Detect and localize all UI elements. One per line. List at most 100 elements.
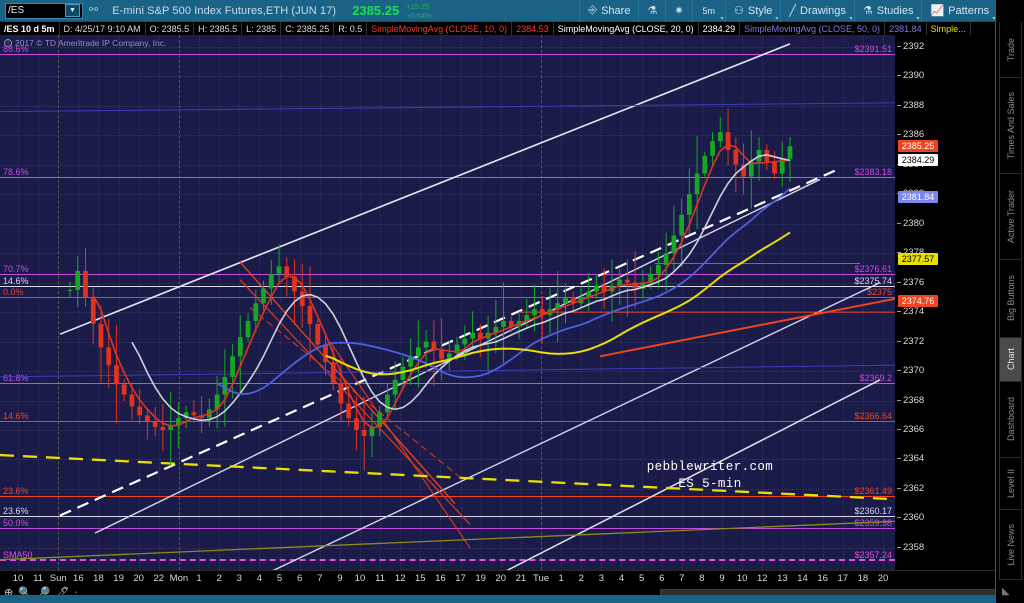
- price-axis[interactable]: 2392239023882386238423822380237823762374…: [895, 35, 995, 570]
- symbol-input[interactable]: /ES ▼: [5, 2, 83, 19]
- sma20-badge[interactable]: 2384.29: [898, 154, 938, 167]
- candle-body: [183, 412, 189, 419]
- red-descending-trendline-1[interactable]: [239, 261, 456, 505]
- sidebar-tab-active-trader[interactable]: Active Trader: [999, 174, 1022, 260]
- chevron-down-icon: [992, 16, 996, 20]
- red-rising-trendline[interactable]: [599, 297, 895, 358]
- candle-body: [656, 264, 661, 274]
- price-tick-label: 2378: [897, 247, 924, 258]
- gridline-vertical: [98, 35, 100, 570]
- candle-body: [717, 132, 723, 142]
- eraser-icon[interactable]: 🖊: [55, 587, 70, 599]
- time-tick-label: 4: [256, 573, 263, 584]
- price-tick-mark: [897, 517, 901, 519]
- sidebar-tab-times-and-sales[interactable]: Times And Sales: [999, 78, 1022, 174]
- candle-body: [90, 297, 96, 324]
- resize-grip-icon[interactable]: ◣: [1002, 586, 1010, 597]
- level-line-stroke: [0, 420, 895, 422]
- price-tick-mark: [897, 487, 901, 489]
- zoom-reset-icon[interactable]: ⊕: [4, 587, 14, 599]
- candle-body: [315, 323, 321, 345]
- timeframe-button[interactable]: 5m: [691, 0, 726, 22]
- faint-blue-line[interactable]: [0, 102, 895, 113]
- style-button[interactable]: ⚇ Style: [725, 0, 780, 22]
- yellow-dashed-trendline[interactable]: [0, 453, 895, 501]
- gridline-vertical: [118, 35, 120, 570]
- price-chart[interactable]: i 2017 © TD Ameritrade IP Company, Inc. …: [0, 35, 895, 570]
- candle-body: [462, 338, 468, 345]
- candle-body: [214, 394, 220, 410]
- candle-body: [625, 279, 630, 283]
- candle-body: [230, 356, 235, 377]
- candle-body: [152, 421, 158, 428]
- gridline-horizontal: [0, 312, 895, 314]
- gridline-vertical: [722, 35, 724, 570]
- sma50-badge[interactable]: 2381.84: [898, 190, 938, 203]
- sidebar-tab-trade[interactable]: Trade: [999, 22, 1022, 78]
- share-button[interactable]: ⎆ Share: [579, 0, 638, 22]
- gridline-vertical: [359, 35, 361, 570]
- sidebar-tab-dashboard[interactable]: Dashboard: [999, 382, 1022, 458]
- gridline-vertical: [18, 35, 19, 570]
- price-tick-label: 2376: [897, 277, 924, 288]
- sidebar-tab-live-news[interactable]: Live News: [999, 510, 1022, 580]
- zoom-in-icon[interactable]: 🔍: [18, 587, 32, 599]
- gridline-vertical: [319, 35, 321, 570]
- channel-upper-line[interactable]: [59, 43, 791, 335]
- gridline-horizontal: [0, 46, 895, 48]
- patterns-button[interactable]: 📈 Patterns: [921, 0, 997, 22]
- candle-body: [237, 337, 243, 357]
- sidebar-tab-big-buttons[interactable]: Big Buttons: [999, 260, 1022, 338]
- price-level-label: $2369.2: [859, 372, 892, 383]
- level-line-stroke: [0, 273, 895, 275]
- sidebar-tab-level-ii[interactable]: Level II: [999, 458, 1022, 510]
- last-price-badge[interactable]: 2385.25: [898, 140, 938, 153]
- studies-button[interactable]: ⚗ Studies: [853, 0, 922, 22]
- time-tick-label: 5: [638, 573, 645, 584]
- red-descending-trendline-3[interactable]: [329, 341, 471, 549]
- drawings-label: Drawings: [800, 4, 846, 17]
- candle-body: [67, 289, 73, 291]
- sma20-line: [131, 154, 791, 422]
- red-descending-trendline-2[interactable]: [239, 279, 471, 525]
- level-badge[interactable]: 2374.76: [898, 294, 938, 307]
- price-tick-mark: [897, 222, 901, 224]
- study-sma10-value: 2384.53: [512, 22, 554, 35]
- channel-lower-line[interactable]: [150, 281, 881, 570]
- studies-flask-button[interactable]: ⚗: [638, 0, 665, 22]
- time-tick-label: 2: [216, 573, 222, 584]
- study-sma200-name: Simple...: [927, 22, 971, 35]
- timeframe-label: 5m: [702, 5, 716, 16]
- price-tick-label: 2370: [897, 365, 924, 376]
- price-tick-mark: [897, 104, 901, 106]
- zoom-out-icon[interactable]: 🔎: [36, 587, 51, 599]
- info-open: O: 2385.5: [146, 22, 195, 35]
- candle-body: [408, 356, 414, 367]
- chevron-down-icon: [916, 16, 920, 20]
- fib-level-label: 14.6%: [3, 276, 29, 287]
- gridline-vertical: [561, 35, 563, 570]
- level-line-stroke: [0, 382, 895, 384]
- candle-body: [392, 379, 398, 395]
- candle-body: [323, 344, 328, 363]
- price-tick-mark: [897, 370, 901, 372]
- price-tick-label: 2372: [897, 336, 924, 347]
- candle-body: [423, 341, 429, 348]
- olive-rising-line[interactable]: [0, 520, 895, 561]
- sidebar-tab-chart[interactable]: Chart: [999, 338, 1022, 382]
- red-descending-dashed[interactable]: [249, 307, 461, 478]
- time-tick-label: 19: [113, 573, 124, 584]
- dashed-trendline[interactable]: [59, 169, 836, 517]
- link-chain-icon[interactable]: ⚯: [89, 4, 99, 16]
- candle-body: [454, 344, 460, 354]
- price-tick-label: 2374: [897, 306, 924, 317]
- sma200-badge[interactable]: 2377.57: [898, 253, 938, 266]
- study-sma50-value: 2381.84: [885, 22, 927, 35]
- chevron-down-icon[interactable]: ▼: [65, 4, 80, 17]
- level-line-stroke: [0, 527, 895, 529]
- settings-dot-icon[interactable]: ▪: [74, 590, 77, 596]
- drawings-button[interactable]: ╱ Drawings: [780, 0, 853, 22]
- candlestick-series: [67, 108, 793, 471]
- settings-button[interactable]: ✷: [665, 0, 691, 22]
- channel-base-line[interactable]: [205, 379, 881, 570]
